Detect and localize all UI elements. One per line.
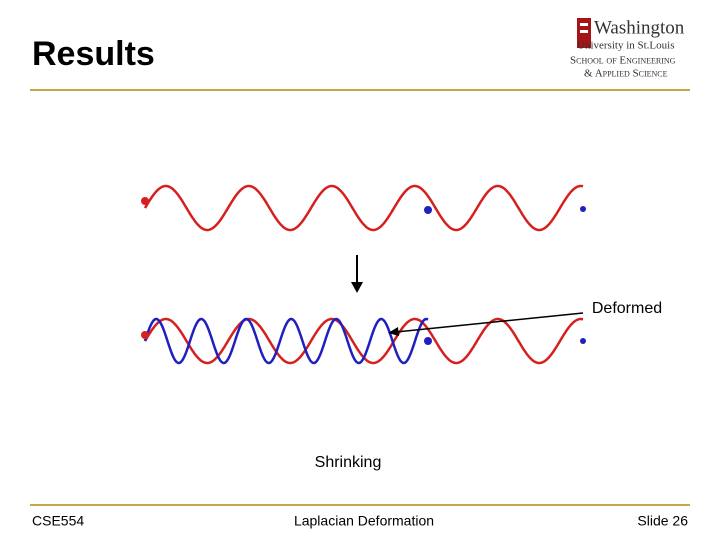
logo-crest-stripe (580, 30, 588, 33)
figure (141, 184, 586, 365)
anchor-point (580, 206, 586, 212)
logo-text: Washington (594, 17, 685, 38)
callout-label: Deformed (592, 300, 662, 317)
logo-text: & Applied Science (584, 68, 668, 80)
deformed-curve (143, 317, 429, 365)
down-arrow-head (351, 282, 363, 293)
original-curve (143, 184, 584, 232)
footer-left: CSE554 (32, 513, 84, 529)
logo-text: University in St.Louis (577, 40, 674, 52)
callout-arrow-head (388, 327, 399, 336)
anchor-point (141, 197, 149, 205)
logo-crest-stripe (580, 23, 588, 26)
slide-title: Results (32, 35, 155, 73)
anchor-point (424, 206, 432, 214)
callout-arrow (395, 312, 584, 333)
anchor-point (580, 338, 586, 344)
anchor-point (141, 331, 149, 339)
footer-right: Slide 26 (637, 513, 688, 529)
footer-center: Laplacian Deformation (294, 513, 434, 529)
logo-text: School of Engineering (570, 55, 676, 67)
anchor-point (424, 337, 432, 345)
caption: Shrinking (315, 454, 382, 471)
